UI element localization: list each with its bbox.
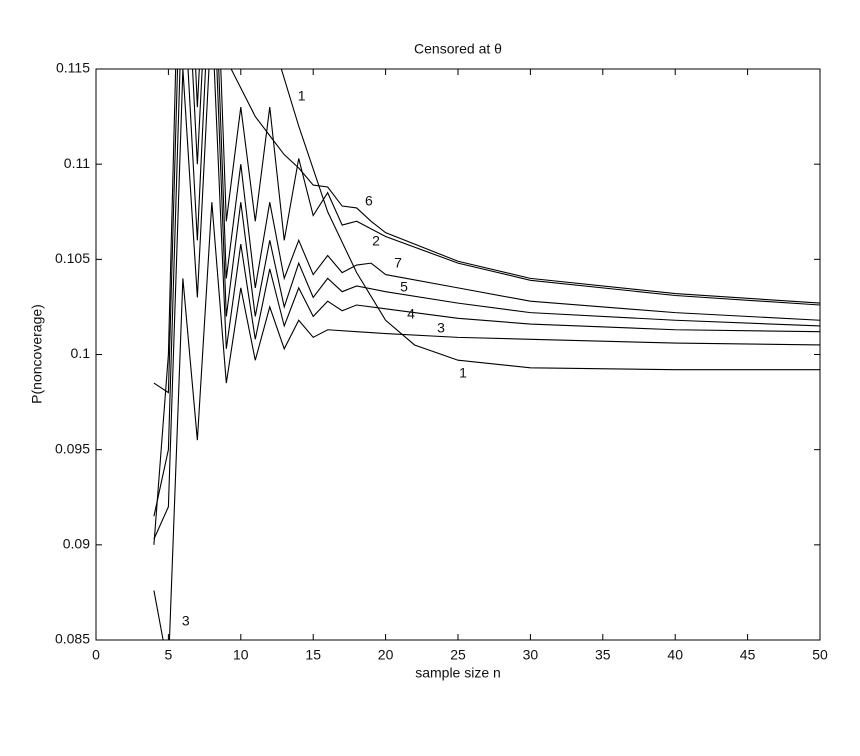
annotation: 1	[298, 88, 306, 104]
annotation: 6	[365, 193, 373, 209]
y-tick-label: 0.095	[55, 440, 90, 456]
y-tick-label: 0.11	[64, 155, 90, 171]
y-axis-label: P(noncoverage)	[29, 304, 45, 404]
y-tick-label: 0.085	[55, 631, 90, 647]
y-tick-label: 0.105	[55, 250, 90, 266]
x-tick-label: 25	[450, 647, 466, 663]
annotation: 7	[394, 255, 402, 271]
x-tick-label: 0	[92, 647, 100, 663]
x-tick-label: 20	[378, 647, 394, 663]
x-axis-label: sample size n	[415, 665, 501, 681]
y-tick-label: 0.115	[56, 60, 90, 76]
annotation: 5	[400, 279, 408, 295]
series-line	[280, 69, 820, 371]
series-line	[230, 69, 820, 304]
y-tick-label: 0.09	[63, 536, 90, 552]
y-tick-label: 0.1	[71, 345, 91, 361]
series-line	[153, 202, 820, 640]
x-tick-label: 5	[165, 647, 173, 663]
chart-title: Censored at θ	[414, 41, 502, 57]
lines	[153, 69, 820, 640]
annotation: 3	[182, 613, 190, 629]
series-line	[153, 69, 820, 545]
x-tick-label: 30	[523, 647, 539, 663]
annotation: 2	[372, 233, 380, 249]
x-tick-label: 10	[233, 647, 249, 663]
series-line	[153, 69, 820, 517]
x-tick-label: 50	[812, 647, 828, 663]
x-tick-label: 45	[740, 647, 756, 663]
x-tick-label: 35	[595, 647, 611, 663]
annotation: 4	[407, 306, 415, 322]
annotation: 3	[437, 320, 445, 336]
x-tick-label: 15	[305, 647, 321, 663]
series-line	[153, 69, 820, 540]
x-tick-label: 40	[667, 647, 683, 663]
annotation: 1	[459, 365, 467, 381]
series-line	[153, 69, 820, 394]
plot-area	[95, 68, 821, 641]
